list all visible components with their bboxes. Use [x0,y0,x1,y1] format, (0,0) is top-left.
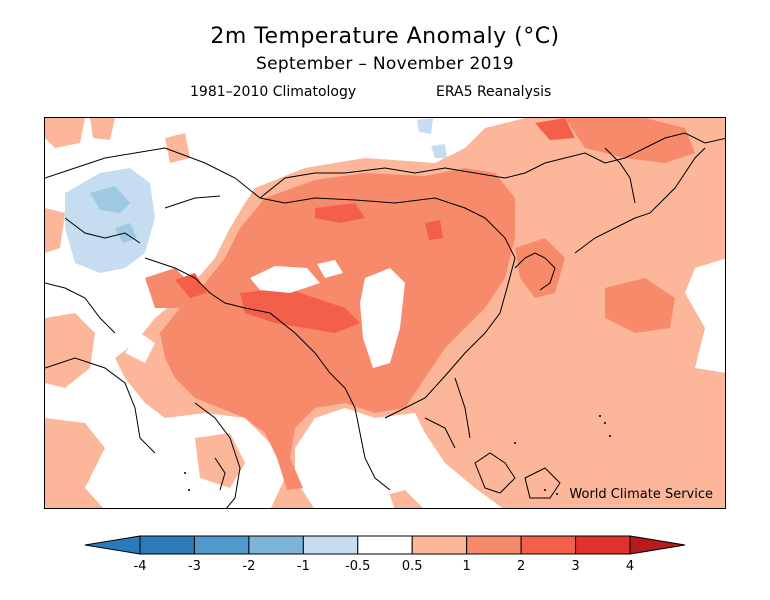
colorbar-low-arrow [84,535,141,555]
colorbar-tick-label: -2 [242,559,255,574]
colorbar-segment [357,535,413,555]
colorbar: -4 -3 -2 -1 -0.5 0.5 1 2 3 4 [0,530,770,590]
map-canvas [45,118,725,508]
anomaly-map: World Climate Service [44,117,726,509]
colorbar-segment [139,535,195,555]
source-label: ERA5 Reanalysis [436,84,552,100]
colorbar-tick-label: 3 [571,559,579,574]
map-subtitle: September – November 2019 [256,54,514,74]
colorbar-high-arrow [629,535,686,555]
colorbar-tick-label: -4 [134,559,147,574]
coastlines [45,132,725,508]
colorbar-tick-label: 0.5 [402,559,423,574]
climatology-label: 1981–2010 Climatology [190,84,357,100]
colorbar-tick-label: 1 [463,559,471,574]
colorbar-segment [520,535,577,555]
anomaly-2-3-areas [175,118,575,333]
near-normal-areas [125,260,405,508]
colorbar-segment [302,535,359,555]
islands [184,415,611,495]
map-title: 2m Temperature Anomaly (°C) [210,24,560,49]
credit-label: World Climate Service [569,487,713,502]
colorbar-segment [411,535,468,555]
colorbar-svg: -4 -3 -2 -1 -0.5 0.5 1 2 3 4 [84,535,686,574]
colorbar-segment [466,535,522,555]
colorbar-tick-label: -1 [297,559,310,574]
colorbar-tick-label: 2 [517,559,525,574]
colorbar-tick-label: -3 [188,559,201,574]
colorbar-tick-label: -0.5 [345,559,370,574]
colorbar-segment [193,535,250,555]
colorbar-segment [248,535,304,555]
colorbar-segment [575,535,631,555]
colorbar-tick-label: 4 [626,559,634,574]
cool-anomaly-areas [65,118,447,273]
